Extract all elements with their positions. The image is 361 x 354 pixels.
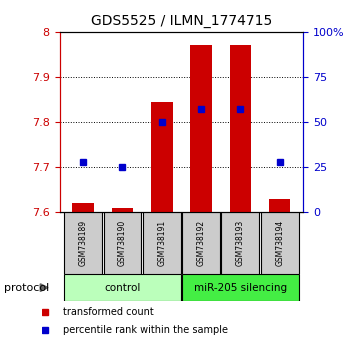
Bar (151, 102, 173, 212)
Bar (182, 274, 299, 301)
Text: transformed count: transformed count (63, 307, 153, 318)
Bar (222, 212, 259, 274)
Bar (64, 274, 180, 301)
Text: GSM738193: GSM738193 (236, 220, 245, 267)
Text: GSM738189: GSM738189 (79, 220, 88, 267)
Bar (72, 203, 94, 212)
Bar (182, 212, 220, 274)
Bar (261, 212, 299, 274)
Text: GSM738192: GSM738192 (196, 220, 205, 267)
Bar (143, 212, 180, 274)
Bar (230, 45, 251, 212)
Text: protocol: protocol (4, 282, 49, 293)
Text: GSM738194: GSM738194 (275, 220, 284, 267)
Bar (190, 45, 212, 212)
Text: GSM738191: GSM738191 (157, 220, 166, 267)
Bar (269, 199, 291, 212)
Text: GSM738190: GSM738190 (118, 220, 127, 267)
Bar (64, 212, 102, 274)
Bar (112, 208, 133, 212)
Text: percentile rank within the sample: percentile rank within the sample (63, 325, 228, 335)
Text: miR-205 silencing: miR-205 silencing (194, 282, 287, 293)
Text: control: control (104, 282, 141, 293)
Bar (104, 212, 141, 274)
Title: GDS5525 / ILMN_1774715: GDS5525 / ILMN_1774715 (91, 14, 272, 28)
